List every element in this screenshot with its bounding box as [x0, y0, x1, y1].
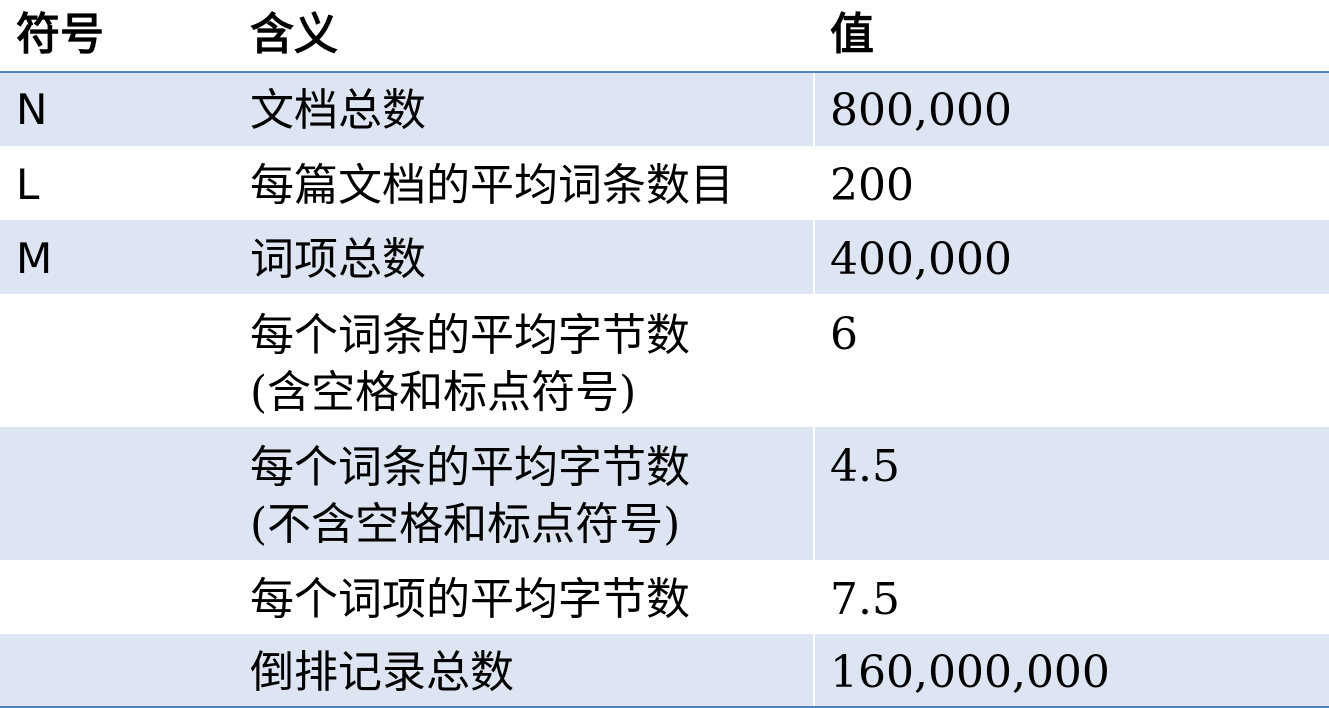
table-row: 倒排记录总数 160,000,000	[0, 634, 1329, 706]
column-divider	[813, 220, 815, 294]
table-row: M 词项总数 400,000	[0, 220, 1329, 294]
column-divider	[813, 427, 815, 560]
row-meaning-line-1: 每个词条的平均字节数	[250, 310, 690, 361]
table-row: 每个词条的平均字节数 (含空格和标点符号) 6	[0, 294, 1329, 427]
row-value: 200	[830, 160, 914, 211]
table-row: 每个词项的平均字节数 7.5	[0, 560, 1329, 634]
row-meaning: 每篇文档的平均词条数目	[250, 160, 734, 211]
row-value: 400,000	[830, 234, 1012, 285]
row-meaning: 词项总数	[250, 234, 426, 285]
table-bottom-border	[0, 706, 1329, 708]
table-header: 符号 含义 值	[0, 0, 1329, 73]
row-value: 800,000	[830, 85, 1012, 136]
row-symbol: L	[16, 160, 40, 209]
table-row: L 每篇文档的平均词条数目 200	[0, 146, 1329, 220]
row-meaning: 倒排记录总数	[250, 647, 514, 698]
row-meaning: 每个词项的平均字节数	[250, 574, 690, 625]
table-row: N 文档总数 800,000	[0, 73, 1329, 146]
header-meaning: 含义	[250, 9, 338, 60]
row-meaning-line-2: (含空格和标点符号)	[250, 367, 637, 418]
row-value: 4.5	[830, 441, 900, 492]
header-symbol: 符号	[16, 9, 104, 60]
row-meaning-line-2: (不含空格和标点符号)	[250, 499, 681, 550]
table-row: 每个词条的平均字节数 (不含空格和标点符号) 4.5	[0, 427, 1329, 560]
column-divider	[813, 634, 815, 706]
row-meaning-line-1: 每个词条的平均字节数	[250, 442, 690, 493]
row-value: 6	[830, 309, 858, 360]
row-symbol: M	[16, 234, 53, 283]
row-value: 160,000,000	[830, 647, 1110, 698]
column-divider	[813, 73, 815, 146]
row-meaning: 文档总数	[250, 85, 426, 136]
header-value: 值	[830, 9, 874, 60]
row-symbol: N	[16, 85, 48, 134]
row-value: 7.5	[830, 574, 900, 625]
